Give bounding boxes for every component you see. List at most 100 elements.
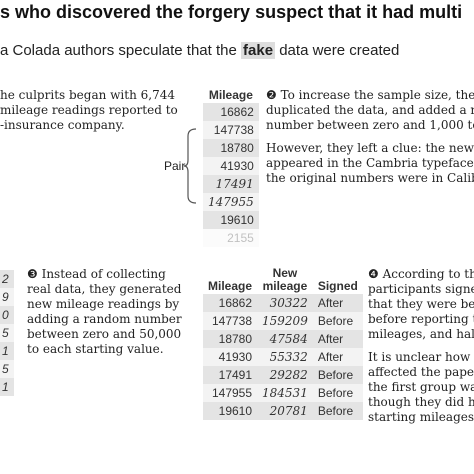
text-line: though they did ha xyxy=(368,395,474,409)
cell: 147955 xyxy=(203,193,259,211)
header-row: Mileage New mileage Signed xyxy=(203,266,363,294)
text-line: However, they left a clue: the new da xyxy=(266,141,474,155)
cell: 2155 xyxy=(203,229,259,247)
table-row: 19610 xyxy=(203,211,259,229)
table-1: Mileage 16862 147738 18780 41930 17491 147955 1… xyxy=(203,88,259,247)
text-line: ❸ Instead of collecting xyxy=(27,267,166,281)
text-line: ❹ According to th xyxy=(368,267,474,281)
text-line: mileages, and half xyxy=(368,327,474,341)
table-row: 16862 xyxy=(203,103,259,121)
column-header: Mileage xyxy=(208,279,253,293)
cell: 1 xyxy=(0,342,14,360)
paragraph: he culprits began with 6,744 mileage read… xyxy=(0,88,178,133)
table-row: 9 xyxy=(0,288,14,306)
header-row: Mileage xyxy=(203,88,259,103)
table-row: 18780 47584 After xyxy=(203,330,363,348)
step-2: ❷ To increase the sample size, they dupli… xyxy=(266,88,474,194)
text-line: between zero and 50,000 xyxy=(27,327,182,341)
table-row: 1 xyxy=(0,342,14,360)
table-row: 1 xyxy=(0,378,14,396)
table-row: 5 xyxy=(0,324,14,342)
text-line: affected the paper xyxy=(368,365,474,379)
cell: Before xyxy=(312,402,363,420)
paragraph: However, they left a clue: the new da app… xyxy=(266,141,474,186)
text-line: before reporting th xyxy=(368,312,474,326)
cell: 19610 xyxy=(203,402,258,420)
column-header: Mileage xyxy=(208,88,253,102)
cell: After xyxy=(312,330,363,348)
subtitle-text: a Colada authors speculate that the xyxy=(0,42,237,59)
table-row: 2155 xyxy=(203,229,259,247)
pair-bracket xyxy=(184,128,197,204)
table-row: 0 xyxy=(0,306,14,324)
cell: 55332 xyxy=(257,348,313,366)
paragraph: ❹ According to th participants signed that… xyxy=(368,267,474,342)
cell: 20781 xyxy=(257,402,313,420)
paragraph: ❷ To increase the sample size, they dupli… xyxy=(266,88,474,133)
title: s who discovered the forgery suspect tha… xyxy=(0,2,463,22)
mileage-table: Mileage New mileage Signed 16862 30322 After 1… xyxy=(203,266,363,420)
cell: 18780 xyxy=(203,139,259,157)
text-line: new mileage readings by xyxy=(27,297,180,311)
cell: 47584 xyxy=(257,330,313,348)
text-line: adding a random number xyxy=(27,312,182,326)
text-line: appeared in the Cambria typeface, w xyxy=(266,156,474,170)
text-line: -insurance company. xyxy=(0,118,125,132)
table-row: 147955 184531 Before xyxy=(203,384,363,402)
table-row: 147738 xyxy=(203,121,259,139)
cell: 30322 xyxy=(257,294,313,312)
cell: 41930 xyxy=(203,348,258,366)
cell: After xyxy=(312,294,363,312)
text-line: ❷ To increase the sample size, they xyxy=(266,88,474,102)
step-3: ❸ Instead of collecting real data, they g… xyxy=(27,267,182,365)
cell: 159209 xyxy=(257,312,313,330)
table-row: 41930 55332 After xyxy=(203,348,363,366)
subtitle-text: data were created xyxy=(279,42,400,59)
cell: 0 xyxy=(0,306,14,324)
text-line: mileage readings reported to xyxy=(0,103,178,117)
step-1: he culprits began with 6,744 mileage read… xyxy=(0,88,178,141)
step-4: ❹ According to th participants signed that… xyxy=(368,267,474,433)
text-line: the first group was xyxy=(368,380,474,394)
cell: 1 xyxy=(0,378,14,396)
cell: After xyxy=(312,348,363,366)
text-line: to each starting value. xyxy=(27,342,164,356)
cell: 147955 xyxy=(203,384,258,402)
table-row: 147955 xyxy=(203,193,259,211)
text-line: he culprits began with 6,744 xyxy=(0,88,175,102)
mileage-table: Mileage 16862 147738 18780 41930 17491 147955 1… xyxy=(203,88,259,247)
paragraph: It is unclear how thaffected the paperth… xyxy=(368,350,474,425)
table-row: 16862 30322 After xyxy=(203,294,363,312)
cell: 9 xyxy=(0,288,14,306)
cell: 29282 xyxy=(257,366,313,384)
text-line: that they were bei xyxy=(368,297,474,311)
cell: 147738 xyxy=(203,312,258,330)
highlight: fake xyxy=(241,42,276,59)
cell: Before xyxy=(312,384,363,402)
table-row: 18780 xyxy=(203,139,259,157)
pair-label: Pair xyxy=(164,159,186,173)
cell: 17491 xyxy=(203,175,259,193)
text-line: real data, they generated xyxy=(27,282,182,296)
text-line: starting mileages o xyxy=(368,410,474,424)
table-2: Mileage New mileage Signed 16862 30322 After 1… xyxy=(203,266,363,420)
cell: 17491 xyxy=(203,366,258,384)
cell: 5 xyxy=(0,360,14,378)
cell: 18780 xyxy=(203,330,258,348)
table-row: 19610 20781 Before xyxy=(203,402,363,420)
subtitle: a Colada authors speculate that the fake… xyxy=(0,42,399,59)
table-row: 2 xyxy=(0,270,14,288)
text-line: the original numbers were in Calibri. xyxy=(266,171,474,185)
cell: Before xyxy=(312,312,363,330)
cell: 5 xyxy=(0,324,14,342)
column-header: New mileage xyxy=(262,266,308,293)
cell: 2 xyxy=(0,270,14,288)
column-header: Signed xyxy=(317,279,358,293)
paragraph: ❸ Instead of collecting real data, they g… xyxy=(27,267,182,357)
text-line: duplicated the data, and added a ran xyxy=(266,103,474,117)
table-row: 147738 159209 Before xyxy=(203,312,363,330)
text-line: It is unclear how th xyxy=(368,350,474,364)
